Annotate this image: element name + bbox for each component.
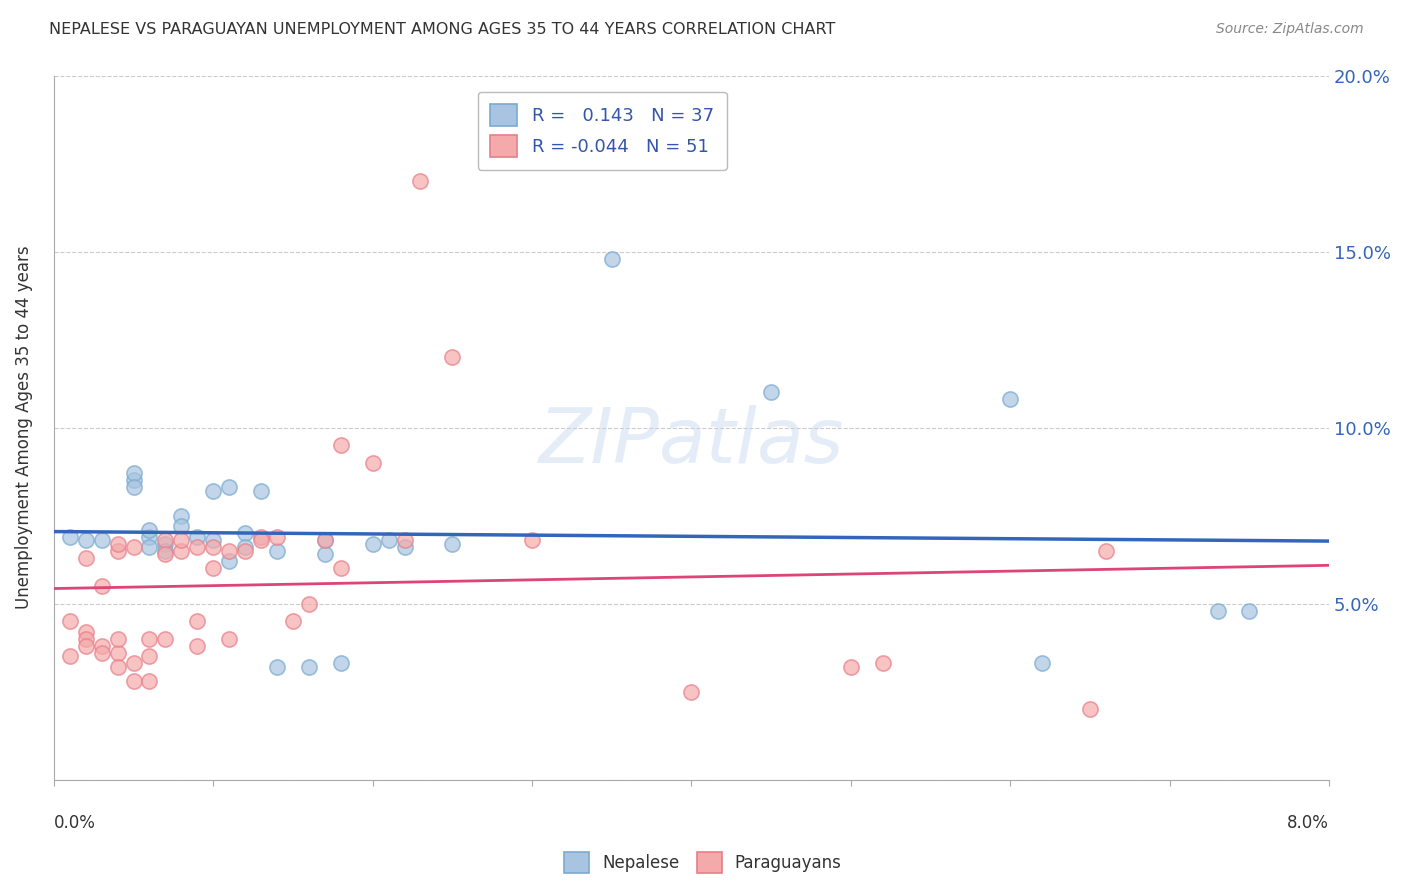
Point bbox=[90, 646, 112, 660]
Y-axis label: Unemployment Among Ages 35 to 44 years: Unemployment Among Ages 35 to 44 years bbox=[15, 246, 32, 609]
Point bbox=[329, 438, 352, 452]
Point bbox=[155, 632, 177, 646]
Point bbox=[266, 544, 288, 558]
Point bbox=[90, 639, 112, 653]
Point bbox=[361, 456, 384, 470]
Point bbox=[314, 533, 336, 548]
Point bbox=[250, 483, 273, 498]
Point bbox=[314, 547, 336, 561]
Point bbox=[75, 533, 97, 548]
Point bbox=[107, 632, 129, 646]
Point bbox=[872, 657, 894, 671]
Point bbox=[1095, 544, 1118, 558]
Point bbox=[1078, 702, 1101, 716]
Text: 0.0%: 0.0% bbox=[53, 814, 96, 832]
Point bbox=[75, 632, 97, 646]
Point bbox=[314, 533, 336, 548]
Point bbox=[122, 474, 145, 488]
Point bbox=[138, 523, 160, 537]
Point bbox=[218, 544, 240, 558]
Point bbox=[59, 530, 82, 544]
Point bbox=[600, 252, 623, 266]
Point bbox=[122, 480, 145, 494]
Point bbox=[218, 480, 240, 494]
Point bbox=[186, 614, 208, 628]
Point bbox=[202, 541, 225, 555]
Point bbox=[1206, 604, 1229, 618]
Point bbox=[329, 561, 352, 575]
Point bbox=[681, 684, 703, 698]
Point bbox=[75, 624, 97, 639]
Text: NEPALESE VS PARAGUAYAN UNEMPLOYMENT AMONG AGES 35 TO 44 YEARS CORRELATION CHART: NEPALESE VS PARAGUAYAN UNEMPLOYMENT AMON… bbox=[49, 22, 835, 37]
Point bbox=[107, 537, 129, 551]
Text: Source: ZipAtlas.com: Source: ZipAtlas.com bbox=[1216, 22, 1364, 37]
Point bbox=[138, 632, 160, 646]
Point bbox=[441, 350, 464, 364]
Point bbox=[107, 544, 129, 558]
Point bbox=[90, 579, 112, 593]
Point bbox=[839, 660, 862, 674]
Point bbox=[122, 657, 145, 671]
Point bbox=[233, 526, 256, 541]
Point bbox=[761, 385, 783, 400]
Point bbox=[377, 533, 399, 548]
Point bbox=[218, 632, 240, 646]
Point bbox=[75, 639, 97, 653]
Point bbox=[138, 541, 160, 555]
Point bbox=[155, 533, 177, 548]
Point bbox=[170, 508, 193, 523]
Point bbox=[138, 674, 160, 689]
Point bbox=[281, 614, 304, 628]
Point bbox=[170, 544, 193, 558]
Legend: R =   0.143   N = 37, R = -0.044   N = 51: R = 0.143 N = 37, R = -0.044 N = 51 bbox=[478, 92, 727, 170]
Point bbox=[75, 550, 97, 565]
Point bbox=[138, 530, 160, 544]
Point bbox=[250, 530, 273, 544]
Point bbox=[107, 646, 129, 660]
Point bbox=[329, 657, 352, 671]
Text: ZIPatlas: ZIPatlas bbox=[538, 405, 844, 479]
Point bbox=[218, 554, 240, 568]
Point bbox=[394, 541, 416, 555]
Point bbox=[90, 533, 112, 548]
Point bbox=[298, 660, 321, 674]
Point bbox=[409, 174, 432, 188]
Point bbox=[59, 649, 82, 664]
Point bbox=[170, 519, 193, 533]
Point bbox=[202, 533, 225, 548]
Point bbox=[122, 541, 145, 555]
Point bbox=[1000, 392, 1022, 407]
Point bbox=[298, 597, 321, 611]
Point bbox=[155, 547, 177, 561]
Point bbox=[520, 533, 543, 548]
Point bbox=[202, 483, 225, 498]
Point bbox=[1031, 657, 1053, 671]
Point bbox=[59, 614, 82, 628]
Point bbox=[202, 561, 225, 575]
Point bbox=[441, 537, 464, 551]
Point bbox=[266, 530, 288, 544]
Point bbox=[233, 544, 256, 558]
Text: 8.0%: 8.0% bbox=[1288, 814, 1329, 832]
Point bbox=[138, 649, 160, 664]
Point bbox=[122, 467, 145, 481]
Point bbox=[107, 660, 129, 674]
Point bbox=[233, 541, 256, 555]
Point bbox=[170, 533, 193, 548]
Point bbox=[394, 533, 416, 548]
Point bbox=[155, 544, 177, 558]
Point bbox=[1239, 604, 1261, 618]
Point bbox=[186, 530, 208, 544]
Point bbox=[266, 660, 288, 674]
Point bbox=[186, 639, 208, 653]
Legend: Nepalese, Paraguayans: Nepalese, Paraguayans bbox=[558, 846, 848, 880]
Point bbox=[361, 537, 384, 551]
Point bbox=[186, 541, 208, 555]
Point bbox=[250, 533, 273, 548]
Point bbox=[155, 537, 177, 551]
Point bbox=[122, 674, 145, 689]
